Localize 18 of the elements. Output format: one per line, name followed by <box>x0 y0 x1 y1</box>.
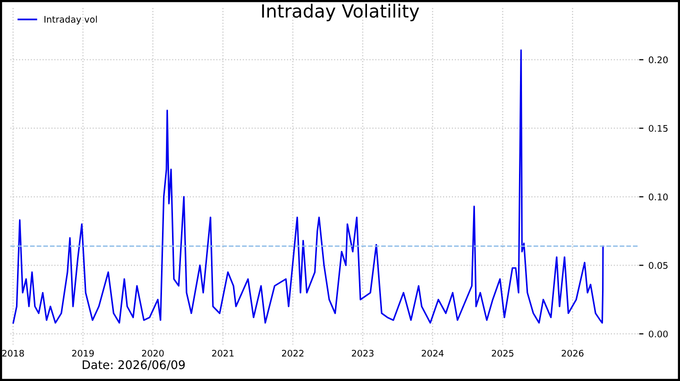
x-tick-label: 2022 <box>282 350 304 357</box>
x-tick-label: 2025 <box>492 350 514 357</box>
x-tick-label: 2018 <box>2 350 24 357</box>
x-tick-label: 2020 <box>142 350 164 357</box>
x-tick-label: 2024 <box>422 350 444 357</box>
y-tick-label: 0.00 <box>648 330 668 338</box>
y-tick-label: 0.15 <box>648 124 668 132</box>
y-tick-label: 0.20 <box>648 56 668 64</box>
y-tick-label: 0.05 <box>648 262 668 269</box>
x-tick-label: 2023 <box>352 350 374 357</box>
y-tick-label: 0.10 <box>648 194 668 200</box>
text: Date: 2026/06/09 <box>82 360 185 370</box>
legend-label: Intraday vol <box>44 16 97 24</box>
chart-title: Intraday Volatility <box>262 4 420 22</box>
x-tick-label: 2021 <box>212 350 234 357</box>
x-tick-label: 2026 <box>562 350 584 357</box>
line-series <box>12 49 604 324</box>
x-tick-label: 2019 <box>72 350 94 357</box>
